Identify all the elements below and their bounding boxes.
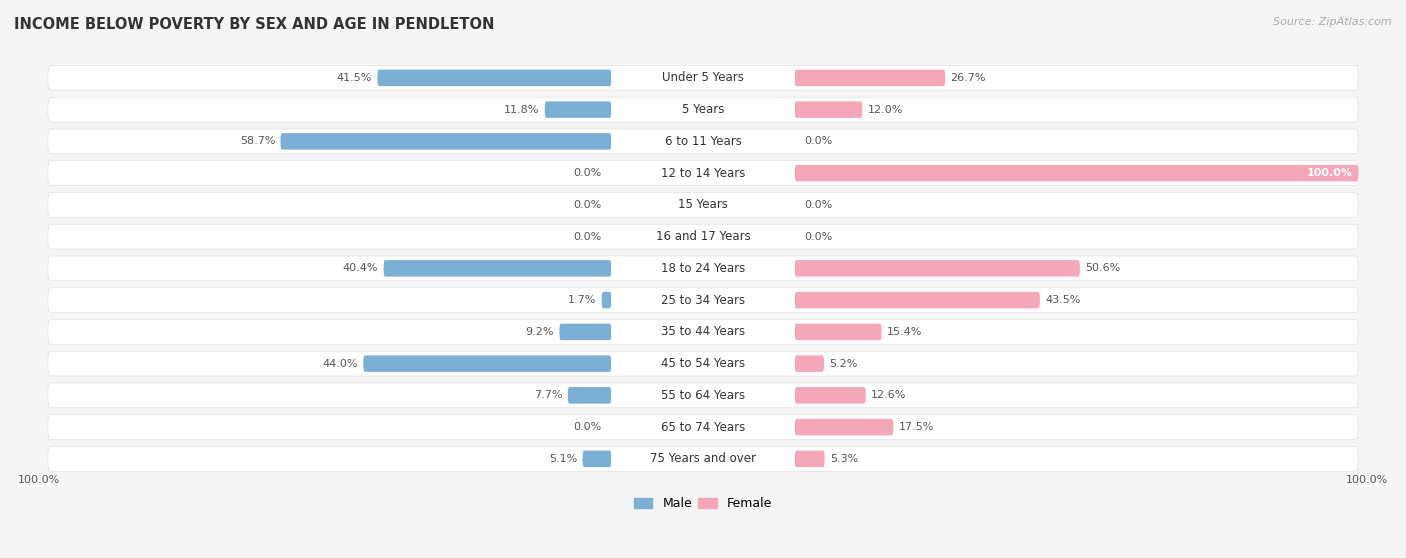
Text: 6 to 11 Years: 6 to 11 Years bbox=[665, 135, 741, 148]
Legend: Male, Female: Male, Female bbox=[628, 492, 778, 515]
FancyBboxPatch shape bbox=[363, 355, 612, 372]
FancyBboxPatch shape bbox=[794, 355, 824, 372]
Text: 55 to 64 Years: 55 to 64 Years bbox=[661, 389, 745, 402]
Text: 44.0%: 44.0% bbox=[322, 359, 359, 369]
Text: 12.6%: 12.6% bbox=[870, 391, 907, 401]
Text: 15.4%: 15.4% bbox=[887, 327, 922, 337]
FancyBboxPatch shape bbox=[48, 256, 1358, 281]
FancyBboxPatch shape bbox=[794, 324, 882, 340]
FancyBboxPatch shape bbox=[48, 383, 1358, 408]
FancyBboxPatch shape bbox=[377, 70, 612, 86]
FancyBboxPatch shape bbox=[612, 102, 794, 118]
FancyBboxPatch shape bbox=[612, 324, 794, 340]
FancyBboxPatch shape bbox=[48, 97, 1358, 122]
FancyBboxPatch shape bbox=[612, 260, 794, 277]
Text: 41.5%: 41.5% bbox=[337, 73, 373, 83]
FancyBboxPatch shape bbox=[48, 129, 1358, 154]
Text: 0.0%: 0.0% bbox=[804, 200, 832, 210]
FancyBboxPatch shape bbox=[560, 324, 612, 340]
Text: 9.2%: 9.2% bbox=[526, 327, 554, 337]
FancyBboxPatch shape bbox=[612, 228, 794, 245]
Text: 7.7%: 7.7% bbox=[534, 391, 562, 401]
FancyBboxPatch shape bbox=[48, 415, 1358, 440]
Text: 16 and 17 Years: 16 and 17 Years bbox=[655, 230, 751, 243]
Text: 18 to 24 Years: 18 to 24 Years bbox=[661, 262, 745, 275]
Text: 0.0%: 0.0% bbox=[574, 200, 602, 210]
Text: 0.0%: 0.0% bbox=[574, 422, 602, 432]
FancyBboxPatch shape bbox=[612, 355, 794, 372]
Text: 5.3%: 5.3% bbox=[830, 454, 858, 464]
FancyBboxPatch shape bbox=[568, 387, 612, 403]
Text: 26.7%: 26.7% bbox=[950, 73, 986, 83]
FancyBboxPatch shape bbox=[612, 419, 794, 435]
FancyBboxPatch shape bbox=[48, 351, 1358, 376]
Text: 0.0%: 0.0% bbox=[574, 168, 602, 178]
FancyBboxPatch shape bbox=[384, 260, 612, 277]
Text: 0.0%: 0.0% bbox=[804, 232, 832, 242]
Text: Source: ZipAtlas.com: Source: ZipAtlas.com bbox=[1274, 17, 1392, 27]
Text: 15 Years: 15 Years bbox=[678, 199, 728, 211]
Text: 25 to 34 Years: 25 to 34 Years bbox=[661, 294, 745, 306]
Text: 100.0%: 100.0% bbox=[1308, 168, 1353, 178]
FancyBboxPatch shape bbox=[582, 451, 612, 467]
Text: 100.0%: 100.0% bbox=[18, 475, 60, 485]
FancyBboxPatch shape bbox=[794, 260, 1080, 277]
Text: 0.0%: 0.0% bbox=[574, 232, 602, 242]
Text: Under 5 Years: Under 5 Years bbox=[662, 71, 744, 84]
Text: 75 Years and over: 75 Years and over bbox=[650, 453, 756, 465]
FancyBboxPatch shape bbox=[794, 451, 824, 467]
Text: 12 to 14 Years: 12 to 14 Years bbox=[661, 167, 745, 180]
FancyBboxPatch shape bbox=[48, 193, 1358, 217]
Text: 5.1%: 5.1% bbox=[548, 454, 578, 464]
Text: 45 to 54 Years: 45 to 54 Years bbox=[661, 357, 745, 370]
FancyBboxPatch shape bbox=[612, 70, 794, 86]
FancyBboxPatch shape bbox=[794, 292, 1040, 309]
Text: 100.0%: 100.0% bbox=[1346, 475, 1388, 485]
Text: 5.2%: 5.2% bbox=[830, 359, 858, 369]
FancyBboxPatch shape bbox=[794, 102, 862, 118]
FancyBboxPatch shape bbox=[794, 165, 1358, 181]
Text: 58.7%: 58.7% bbox=[240, 136, 276, 146]
FancyBboxPatch shape bbox=[612, 292, 794, 309]
FancyBboxPatch shape bbox=[544, 102, 612, 118]
FancyBboxPatch shape bbox=[48, 320, 1358, 344]
FancyBboxPatch shape bbox=[612, 133, 794, 150]
Text: 65 to 74 Years: 65 to 74 Years bbox=[661, 421, 745, 434]
FancyBboxPatch shape bbox=[794, 419, 893, 435]
FancyBboxPatch shape bbox=[612, 196, 794, 213]
Text: 43.5%: 43.5% bbox=[1045, 295, 1080, 305]
Text: 1.7%: 1.7% bbox=[568, 295, 596, 305]
Text: 17.5%: 17.5% bbox=[898, 422, 934, 432]
FancyBboxPatch shape bbox=[612, 387, 794, 403]
FancyBboxPatch shape bbox=[794, 387, 866, 403]
Text: 0.0%: 0.0% bbox=[804, 136, 832, 146]
Text: 35 to 44 Years: 35 to 44 Years bbox=[661, 325, 745, 338]
Text: INCOME BELOW POVERTY BY SEX AND AGE IN PENDLETON: INCOME BELOW POVERTY BY SEX AND AGE IN P… bbox=[14, 17, 495, 32]
Text: 50.6%: 50.6% bbox=[1085, 263, 1121, 273]
FancyBboxPatch shape bbox=[794, 70, 945, 86]
FancyBboxPatch shape bbox=[280, 133, 612, 150]
FancyBboxPatch shape bbox=[612, 165, 794, 181]
FancyBboxPatch shape bbox=[612, 451, 794, 467]
FancyBboxPatch shape bbox=[48, 65, 1358, 90]
FancyBboxPatch shape bbox=[48, 161, 1358, 185]
Text: 40.4%: 40.4% bbox=[343, 263, 378, 273]
FancyBboxPatch shape bbox=[48, 224, 1358, 249]
Text: 5 Years: 5 Years bbox=[682, 103, 724, 116]
Text: 11.8%: 11.8% bbox=[505, 104, 540, 114]
Text: 12.0%: 12.0% bbox=[868, 104, 903, 114]
FancyBboxPatch shape bbox=[48, 446, 1358, 472]
FancyBboxPatch shape bbox=[48, 288, 1358, 312]
FancyBboxPatch shape bbox=[602, 292, 612, 309]
